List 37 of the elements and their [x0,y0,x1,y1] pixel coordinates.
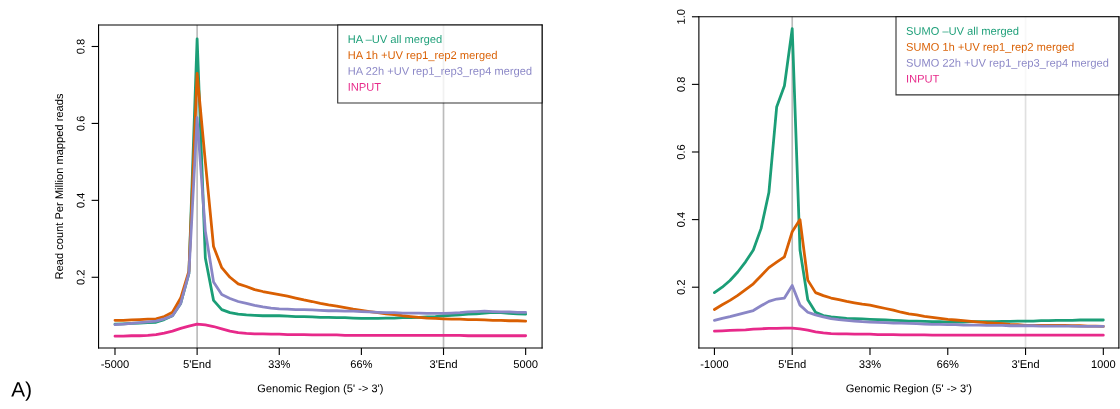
x-axis-title: Genomic Region (5' -> 3') [257,384,383,395]
y-tick-label: 0.2 [677,280,685,295]
text: HA 1h +UV rep1_rep2 merged [348,50,497,62]
x-tick-label: 33% [859,360,881,369]
x-tick-label: 5'End [778,359,806,369]
text: INPUT [348,83,381,91]
y-tick-label: 0.2 [76,270,85,285]
text: SUMO 22h +UV rep1_rep3_rep4 merged [906,58,1109,69]
x-tick-label: 3'End [1011,359,1039,369]
y-axis-title: Read count Per Million mapped reads [54,93,66,279]
x-tick-label: -5000 [101,360,129,369]
y-tick-label: 0.4 [76,192,85,208]
text: A) [11,381,31,401]
text: HA –UV all merged [348,34,442,46]
text: SUMO –UV all merged [906,26,1019,38]
y-tick-label: 0.4 [677,212,685,227]
text: HA 22h +UV rep1_rep3_rep4 merged [348,66,532,78]
x-tick-label: 5000 [513,360,538,369]
y-tick-label: 0.8 [76,39,85,54]
x-tick-label: 66% [350,360,373,369]
y-tick-label: 0.8 [677,77,685,92]
x-axis-title: Genomic Region (5' -> 3') [846,384,972,395]
y-tick-label: 1.0 [677,9,685,24]
x-tick-label: 3'End [429,359,457,369]
y-tick-label: 0.6 [677,144,685,160]
x-tick-label: 5'End [183,359,211,369]
line-series [713,284,1105,328]
line-series [713,326,1105,337]
text: SUMO 1h +UV rep1_rep2 merged [906,42,1074,54]
x-tick-label: 33% [268,360,290,369]
x-tick-label: 1000 [1091,360,1116,369]
line-series [113,116,528,326]
text: INPUT [907,74,940,83]
x-tick-label: 66% [937,360,959,369]
x-tick-label: -1000 [700,360,729,369]
line-series [113,322,528,338]
y-tick-label: 0.6 [76,116,85,131]
